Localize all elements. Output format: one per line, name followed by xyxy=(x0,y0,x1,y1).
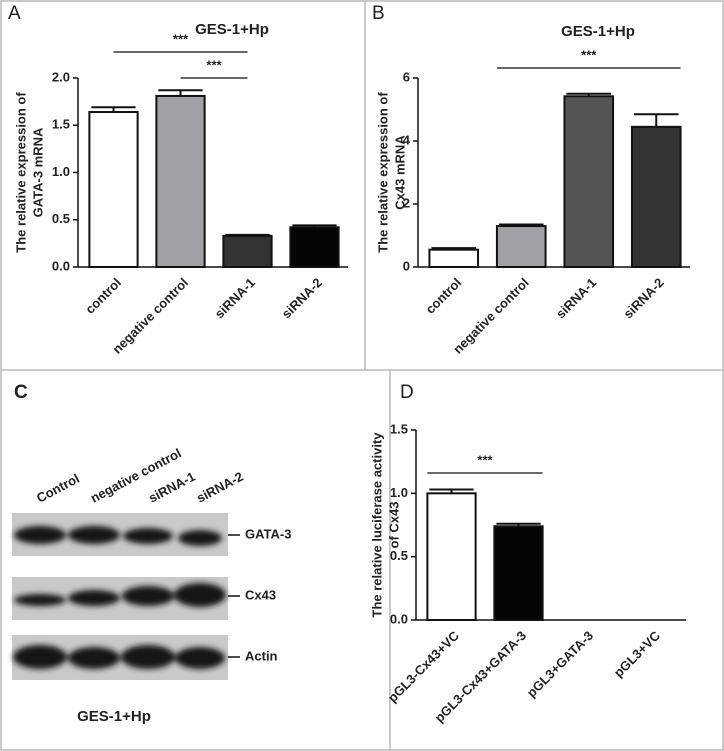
y-tick-label: 1.5 xyxy=(390,421,408,436)
y-axis-label: GATA-3 mRNA xyxy=(30,127,45,217)
x-tick-label: pGL3+GATA-3 xyxy=(524,628,596,700)
y-tick-label: 4 xyxy=(403,132,411,147)
bands xyxy=(13,526,226,669)
y-tick-label: 0.5 xyxy=(390,548,408,563)
y-axis-label: The relative luciferase activity xyxy=(369,432,384,618)
y-axis-label: The relative expression of xyxy=(13,92,28,253)
x-tick-label: control xyxy=(82,275,124,317)
x-tick-label: siRNA-1 xyxy=(212,275,258,321)
panel-label: B xyxy=(372,3,385,24)
chart-title: GES-1+Hp xyxy=(561,23,635,40)
bar xyxy=(493,525,544,621)
lane-label: siRNA-2 xyxy=(194,469,246,506)
x-tick-label: siRNA-1 xyxy=(553,275,599,321)
y-axis-label: of Cx43 xyxy=(386,502,401,549)
x-tick-label: control xyxy=(423,275,465,317)
y-tick-label: 1.0 xyxy=(52,164,70,179)
significance-label: *** xyxy=(173,31,189,46)
y-tick-label: 6 xyxy=(403,69,410,84)
bar xyxy=(88,111,139,268)
x-tick-label: siRNA-2 xyxy=(279,275,325,321)
x-tick-label: siRNA-2 xyxy=(620,275,666,321)
panel-label: D xyxy=(400,382,414,403)
bar xyxy=(426,492,477,622)
bar xyxy=(289,226,340,268)
bar xyxy=(563,95,615,268)
y-axis-label: The relative expression of xyxy=(375,92,390,253)
band-label: Cx43 xyxy=(245,587,276,602)
y-tick-label: 1.5 xyxy=(52,117,70,132)
blot: C Control negative control siRNA-1 siRNA… xyxy=(12,382,291,725)
y-tick-label: 0.0 xyxy=(390,611,408,626)
panel-label: A xyxy=(8,3,21,24)
bar xyxy=(630,125,682,268)
band-label: GATA-3 xyxy=(245,526,291,541)
y-tick-label: 1.0 xyxy=(390,485,408,500)
y-tick-label: 0 xyxy=(403,258,410,273)
bar xyxy=(155,94,206,268)
lane-label: Control xyxy=(34,471,82,506)
x-tick-label: pGL3-Cx43+VC xyxy=(385,628,463,706)
band-label: Actin xyxy=(245,648,278,663)
y-tick-label: 0.5 xyxy=(52,211,70,226)
bar xyxy=(428,248,480,269)
blot-caption: GES-1+Hp xyxy=(77,708,151,725)
panel-label: C xyxy=(14,382,28,403)
bar xyxy=(495,225,547,269)
chart-title: GES-1+Hp xyxy=(195,21,269,38)
significance-label: *** xyxy=(477,452,493,467)
y-tick-label: 2 xyxy=(403,195,410,210)
y-axis-label: Cx43 mRNA xyxy=(392,135,407,210)
bar xyxy=(222,234,273,269)
y-tick-label: 2.0 xyxy=(52,69,70,84)
significance-label: *** xyxy=(206,57,222,72)
x-tick-label: pGL3+VC xyxy=(611,628,664,681)
significance-label: *** xyxy=(581,47,597,62)
y-tick-label: 0.0 xyxy=(52,258,70,273)
